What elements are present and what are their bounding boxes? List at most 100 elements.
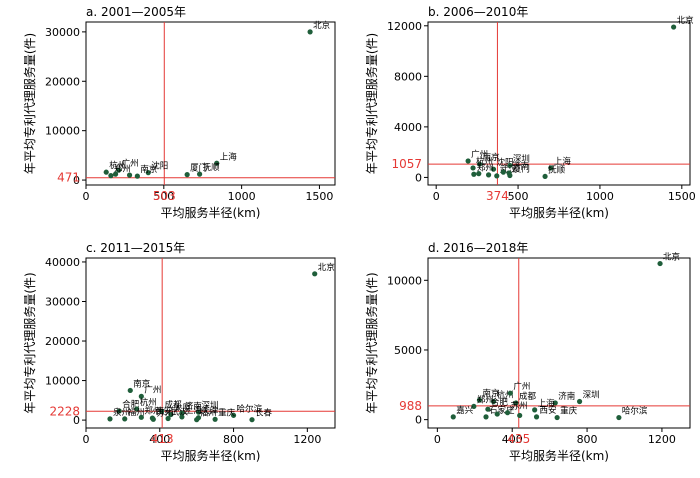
- plot-frame: [85, 21, 336, 186]
- data-point: [532, 407, 538, 413]
- mean-volume-label: 471: [57, 171, 80, 185]
- city-label: 天津: [202, 406, 220, 417]
- city-label: 南京: [133, 378, 150, 389]
- city-label: 嘉兴: [456, 405, 474, 416]
- data-point: [195, 409, 202, 415]
- data-point: [134, 173, 140, 179]
- data-point: [533, 414, 540, 420]
- city-label: 广州: [513, 381, 530, 392]
- city-label: 苏州: [511, 401, 528, 412]
- x-tick-label: 1200: [293, 433, 321, 446]
- data-point: [103, 169, 109, 175]
- city-label: 上海: [554, 156, 572, 167]
- data-point: [312, 271, 318, 277]
- city-label: 郑州: [114, 164, 131, 175]
- y-tick-label: 20000: [45, 75, 80, 88]
- panel-title: b. 2006—2010年: [428, 5, 528, 19]
- data-point: [108, 173, 114, 179]
- data-point: [507, 390, 513, 396]
- data-point: [194, 417, 200, 423]
- y-tick-label: 30000: [45, 295, 80, 308]
- data-point: [465, 158, 471, 164]
- data-point: [471, 403, 477, 410]
- panel-title: c. 2011—2015年: [86, 241, 185, 255]
- city-label: 郑州: [477, 394, 494, 405]
- city-label: 广州: [144, 384, 161, 395]
- x-tick-label: 0: [83, 433, 90, 446]
- y-tick-label: 0: [415, 414, 422, 427]
- city-label: 长春: [255, 408, 273, 419]
- data-point: [126, 172, 133, 178]
- data-point: [230, 412, 237, 418]
- x-axis-label: 平均服务半径(km): [509, 448, 609, 463]
- data-point: [212, 416, 218, 422]
- city-label: 广州: [471, 149, 488, 160]
- data-point: [179, 410, 185, 416]
- y-tick-label: 0: [73, 174, 80, 187]
- data-point: [476, 397, 483, 403]
- mean-radius-label: 503: [153, 189, 176, 203]
- data-point: [483, 414, 489, 420]
- city-label: 重庆: [560, 406, 578, 417]
- panel-title: a. 2001—2005年: [86, 5, 186, 19]
- data-point: [494, 173, 500, 179]
- city-label: 厦门: [513, 164, 530, 175]
- city-label: 杭州: [109, 160, 126, 171]
- city-label: 郑州: [477, 162, 494, 173]
- data-point: [554, 414, 560, 421]
- y-axis-label: 年平均专利代理服务量(件): [22, 272, 37, 413]
- y-axis-label: 年平均专利代理服务量(件): [22, 33, 37, 174]
- x-axis-label: 平均服务半径(km): [160, 448, 260, 463]
- data-point: [490, 166, 497, 172]
- city-label: 郑州: [144, 405, 161, 416]
- data-point: [145, 170, 151, 176]
- data-point: [112, 171, 119, 177]
- data-point: [165, 415, 171, 422]
- data-point: [116, 167, 122, 173]
- city-label: 西安: [540, 405, 557, 416]
- y-tick-label: 0: [73, 414, 80, 427]
- city-label: 成都: [165, 399, 183, 410]
- city-label: 南京: [140, 164, 157, 175]
- data-point: [138, 393, 144, 399]
- city-label: 厦门: [190, 163, 207, 174]
- city-label: 福州: [200, 408, 217, 419]
- city-label: 哈尔滨: [622, 406, 648, 417]
- city-label: 南京: [483, 152, 500, 163]
- data-point: [671, 24, 677, 30]
- data-point: [476, 161, 483, 167]
- city-label: 石家庄: [489, 405, 515, 416]
- city-label: 重庆: [218, 407, 236, 418]
- data-point: [471, 171, 477, 177]
- plot-frame: [427, 21, 691, 186]
- city-label: 武汉: [500, 164, 518, 175]
- data-point: [450, 414, 456, 420]
- data-point: [507, 162, 513, 169]
- city-label: 福州: [128, 407, 145, 418]
- y-tick-label: 10000: [387, 274, 422, 287]
- x-tick-label: 0: [434, 433, 441, 446]
- city-label: 深圳: [583, 390, 600, 401]
- data-point: [476, 171, 482, 177]
- city-label: 武汉: [171, 407, 189, 418]
- city-label: 杭州: [476, 156, 493, 167]
- city-label: 上海: [185, 405, 203, 416]
- city-label: 西安: [155, 406, 172, 417]
- city-label: 广州: [122, 158, 139, 169]
- y-axis-label: 年平均专利代理服务量(件): [364, 272, 379, 413]
- data-point: [500, 169, 506, 175]
- data-point: [249, 417, 255, 423]
- data-point: [517, 412, 523, 419]
- city-label: 上海: [220, 151, 238, 162]
- y-tick-label: 12000: [387, 20, 422, 33]
- data-point: [616, 414, 622, 421]
- city-label: 哈尔滨: [237, 403, 263, 414]
- y-tick-label: 5000: [394, 344, 422, 357]
- mean-radius-label: 413: [151, 432, 174, 446]
- x-tick-label: 1200: [648, 433, 676, 446]
- data-point: [542, 173, 548, 180]
- y-tick-label: 4000: [394, 121, 422, 134]
- city-label: 抚顺: [203, 162, 221, 173]
- y-tick-label: 0: [415, 171, 422, 184]
